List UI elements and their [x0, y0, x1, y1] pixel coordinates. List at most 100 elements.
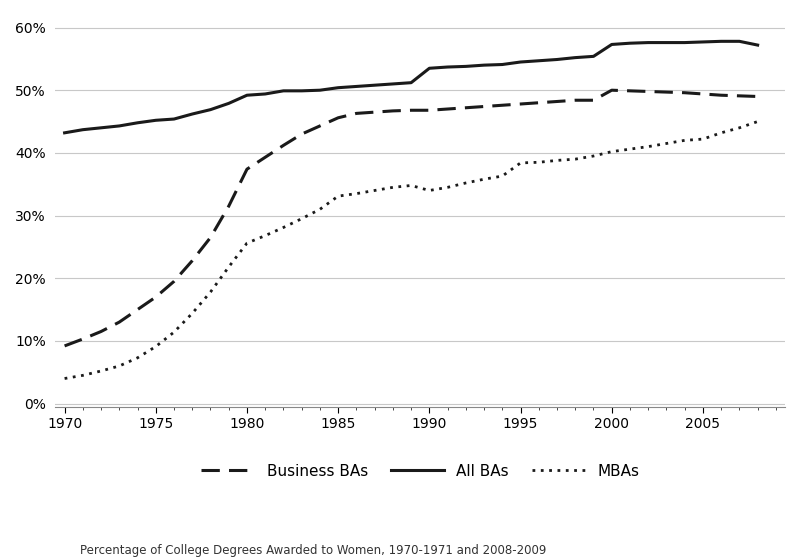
Business BAs [753, 93, 762, 100]
Business BAs [716, 92, 726, 99]
Business BAs [516, 101, 526, 108]
Business BAs [534, 99, 543, 106]
Business BAs [589, 97, 598, 104]
All BAs [334, 85, 343, 91]
All BAs [297, 87, 306, 94]
All BAs [534, 57, 543, 64]
All BAs [370, 82, 379, 88]
MBAs [114, 363, 124, 370]
MBAs [716, 129, 726, 136]
Business BAs [151, 293, 161, 300]
All BAs [60, 129, 70, 136]
All BAs [315, 87, 325, 94]
Business BAs [498, 102, 507, 109]
All BAs [643, 39, 653, 46]
MBAs [170, 329, 179, 335]
Business BAs [643, 88, 653, 95]
Business BAs [261, 154, 270, 161]
MBAs [461, 180, 470, 186]
Business BAs [278, 142, 288, 149]
MBAs [406, 182, 416, 189]
MBAs [206, 288, 215, 295]
All BAs [206, 106, 215, 113]
All BAs [170, 116, 179, 123]
MBAs [315, 206, 325, 213]
All BAs [352, 83, 362, 90]
MBAs [151, 343, 161, 350]
Business BAs [370, 109, 379, 115]
All BAs [479, 62, 489, 68]
MBAs [589, 153, 598, 160]
Business BAs [297, 130, 306, 137]
Business BAs [734, 92, 744, 99]
All BAs [261, 91, 270, 97]
All BAs [406, 80, 416, 86]
Business BAs [461, 104, 470, 111]
All BAs [278, 87, 288, 94]
Business BAs [60, 343, 70, 349]
All BAs [461, 63, 470, 70]
MBAs [187, 310, 197, 317]
Business BAs [206, 234, 215, 241]
Business BAs [78, 335, 88, 342]
MBAs [643, 143, 653, 150]
All BAs [388, 81, 398, 87]
All BAs [442, 64, 452, 71]
MBAs [224, 264, 234, 270]
Business BAs [334, 114, 343, 121]
Line: MBAs: MBAs [65, 122, 758, 379]
MBAs [442, 184, 452, 191]
MBAs [78, 372, 88, 379]
Business BAs [96, 328, 106, 335]
MBAs [625, 146, 634, 152]
Business BAs [388, 108, 398, 114]
All BAs [589, 53, 598, 60]
MBAs [570, 156, 580, 162]
All BAs [625, 40, 634, 46]
All BAs [698, 39, 708, 45]
All BAs [753, 42, 762, 49]
Business BAs [187, 257, 197, 264]
Text: Percentage of College Degrees Awarded to Women, 1970-1971 and 2008-2009: Percentage of College Degrees Awarded to… [80, 544, 546, 557]
Business BAs [133, 306, 142, 313]
Business BAs [224, 203, 234, 209]
MBAs [242, 240, 252, 246]
MBAs [753, 118, 762, 125]
Business BAs [479, 103, 489, 110]
All BAs [133, 119, 142, 126]
Business BAs [680, 90, 690, 96]
Line: Business BAs: Business BAs [65, 90, 758, 346]
Business BAs [625, 87, 634, 94]
MBAs [133, 354, 142, 361]
All BAs [425, 65, 434, 72]
MBAs [662, 140, 671, 147]
Legend: Business BAs, All BAs, MBAs: Business BAs, All BAs, MBAs [194, 458, 646, 484]
Business BAs [425, 107, 434, 114]
All BAs [607, 41, 617, 48]
MBAs [297, 216, 306, 222]
All BAs [96, 124, 106, 131]
MBAs [334, 193, 343, 199]
All BAs [224, 100, 234, 107]
MBAs [534, 159, 543, 166]
Business BAs [570, 97, 580, 104]
MBAs [680, 137, 690, 144]
Line: All BAs: All BAs [65, 41, 758, 133]
All BAs [516, 59, 526, 66]
All BAs [187, 111, 197, 118]
Business BAs [242, 166, 252, 172]
All BAs [734, 38, 744, 45]
Business BAs [114, 319, 124, 325]
MBAs [698, 136, 708, 142]
Business BAs [352, 110, 362, 116]
MBAs [388, 184, 398, 191]
MBAs [96, 367, 106, 374]
MBAs [479, 176, 489, 183]
MBAs [516, 160, 526, 166]
All BAs [151, 117, 161, 124]
Business BAs [552, 98, 562, 105]
Business BAs [442, 106, 452, 113]
All BAs [78, 127, 88, 133]
MBAs [607, 148, 617, 155]
Business BAs [406, 107, 416, 114]
